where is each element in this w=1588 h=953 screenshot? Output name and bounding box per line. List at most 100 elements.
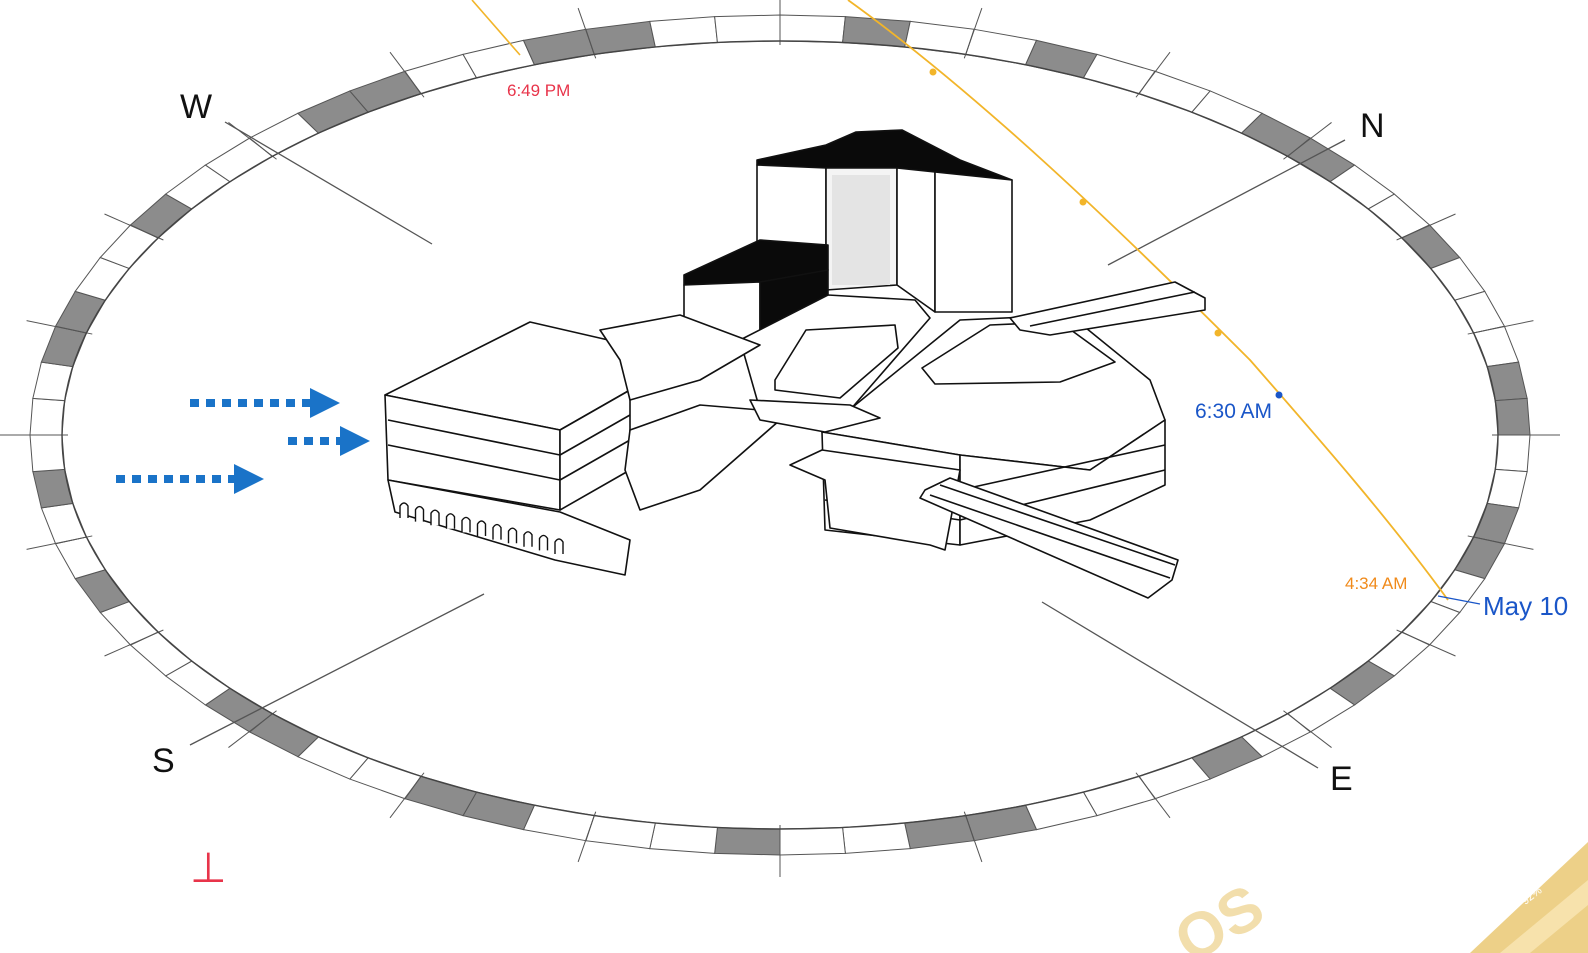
compass-tick [228,710,277,748]
compass-tick [1467,320,1534,335]
sun-current-dot [1275,391,1283,399]
walkway-edge [1029,291,1196,327]
compass-tick [1135,51,1171,98]
arch [461,516,471,533]
floor-line [559,439,631,481]
sun-path-line [847,0,1449,601]
compass-tick [104,629,164,657]
compass-tick [104,213,164,241]
compass-ring-segment [779,826,846,856]
east-plinth [789,449,961,551]
courtyard-void [774,324,899,399]
arch [523,531,533,547]
wind-arrows [116,388,370,494]
compass-inner-outline [61,40,1499,830]
east-walkway [919,477,1179,599]
central-link [749,399,881,433]
watermark-badge: 91% 92% [1470,842,1588,953]
compass-north-label: N [1360,107,1385,145]
compass-ring-segment [904,815,975,850]
arch [554,538,564,554]
west-base [387,479,631,576]
compass-ring-segment [29,397,66,436]
compass-ring-segment [32,361,74,402]
section-marker: ⊥ [190,843,227,892]
compass-tick [389,772,425,819]
compass-ring-segment [714,14,781,44]
watermark: OS [1163,872,1275,953]
arch [538,534,549,551]
compass-guide-lines [189,121,1346,769]
arch [430,509,440,526]
east-block-upper-roof [921,321,1116,385]
compass-ring-segment [585,20,656,55]
compass-tick [1283,710,1332,748]
compass-tick [963,811,983,863]
sunrise-time-label: 4:34 AM [1345,574,1407,593]
compass-ring-segment [1486,468,1528,509]
compass-ring-segment [585,815,656,850]
sun-position-dot [929,68,937,76]
compass-tick [26,535,93,550]
wind-arrow [190,388,340,418]
walkway-edge [929,494,1171,579]
compass-tick [577,811,597,863]
compass-tick [1135,772,1171,819]
walkway-edge [939,484,1176,566]
tower-texture [832,175,890,285]
compass-tick [389,51,425,98]
arch [414,505,425,522]
compass-ring-segment [32,468,74,509]
compass-east-label: E [1330,760,1353,798]
guide-line-east [1041,601,1319,769]
sun-path-arc [471,0,521,56]
floor-line [387,419,561,456]
floor-line [959,444,1166,491]
compass-tick [1467,535,1534,550]
compass-tick [1396,629,1456,657]
sun-position-dot [1214,329,1222,337]
compass-ring-segment [779,14,846,44]
badge-stripe [1500,880,1588,953]
compass-ring-segment [1494,434,1531,473]
sunset-time-label: 6:49 PM [507,81,570,100]
wind-arrow [288,426,370,456]
tower-face [934,171,1013,313]
connector-wing [599,314,761,401]
compass-tick [26,320,93,335]
arch [476,520,487,536]
compass-ring-segment [1494,397,1531,436]
date-pointer-line [1437,595,1481,605]
compass-west-label: W [180,88,212,126]
compass-ring-segment [29,434,66,473]
floor-line [559,414,631,456]
floor-line [387,444,561,481]
date-label: May 10 [1483,591,1568,621]
building-model [384,129,1206,599]
watermark-text: OS [1163,872,1275,953]
wind-arrow [116,464,264,494]
compass-ring-segment [714,826,781,856]
north-walkway [1009,281,1206,336]
arch [492,523,502,540]
compass-tick [1283,122,1332,160]
compass-tick [963,7,983,59]
guide-line-west [224,121,433,245]
compass-ring-segment [904,20,975,55]
connector-wing-lower [624,404,781,511]
arch [445,513,456,529]
arcade [399,502,564,554]
sun-position-dot [1079,198,1087,206]
guide-line-south [189,593,485,746]
arch [507,527,518,544]
tower-face [896,167,936,313]
guide-line-north [1107,139,1346,266]
compass-tick [577,7,597,59]
compass-south-label: S [152,742,175,780]
arch [399,502,409,518]
compass-ring-segment [1486,361,1528,402]
sun-path [471,0,1481,605]
current-time-label: 6:30 AM [1195,400,1272,423]
compass-ring [0,0,1560,877]
